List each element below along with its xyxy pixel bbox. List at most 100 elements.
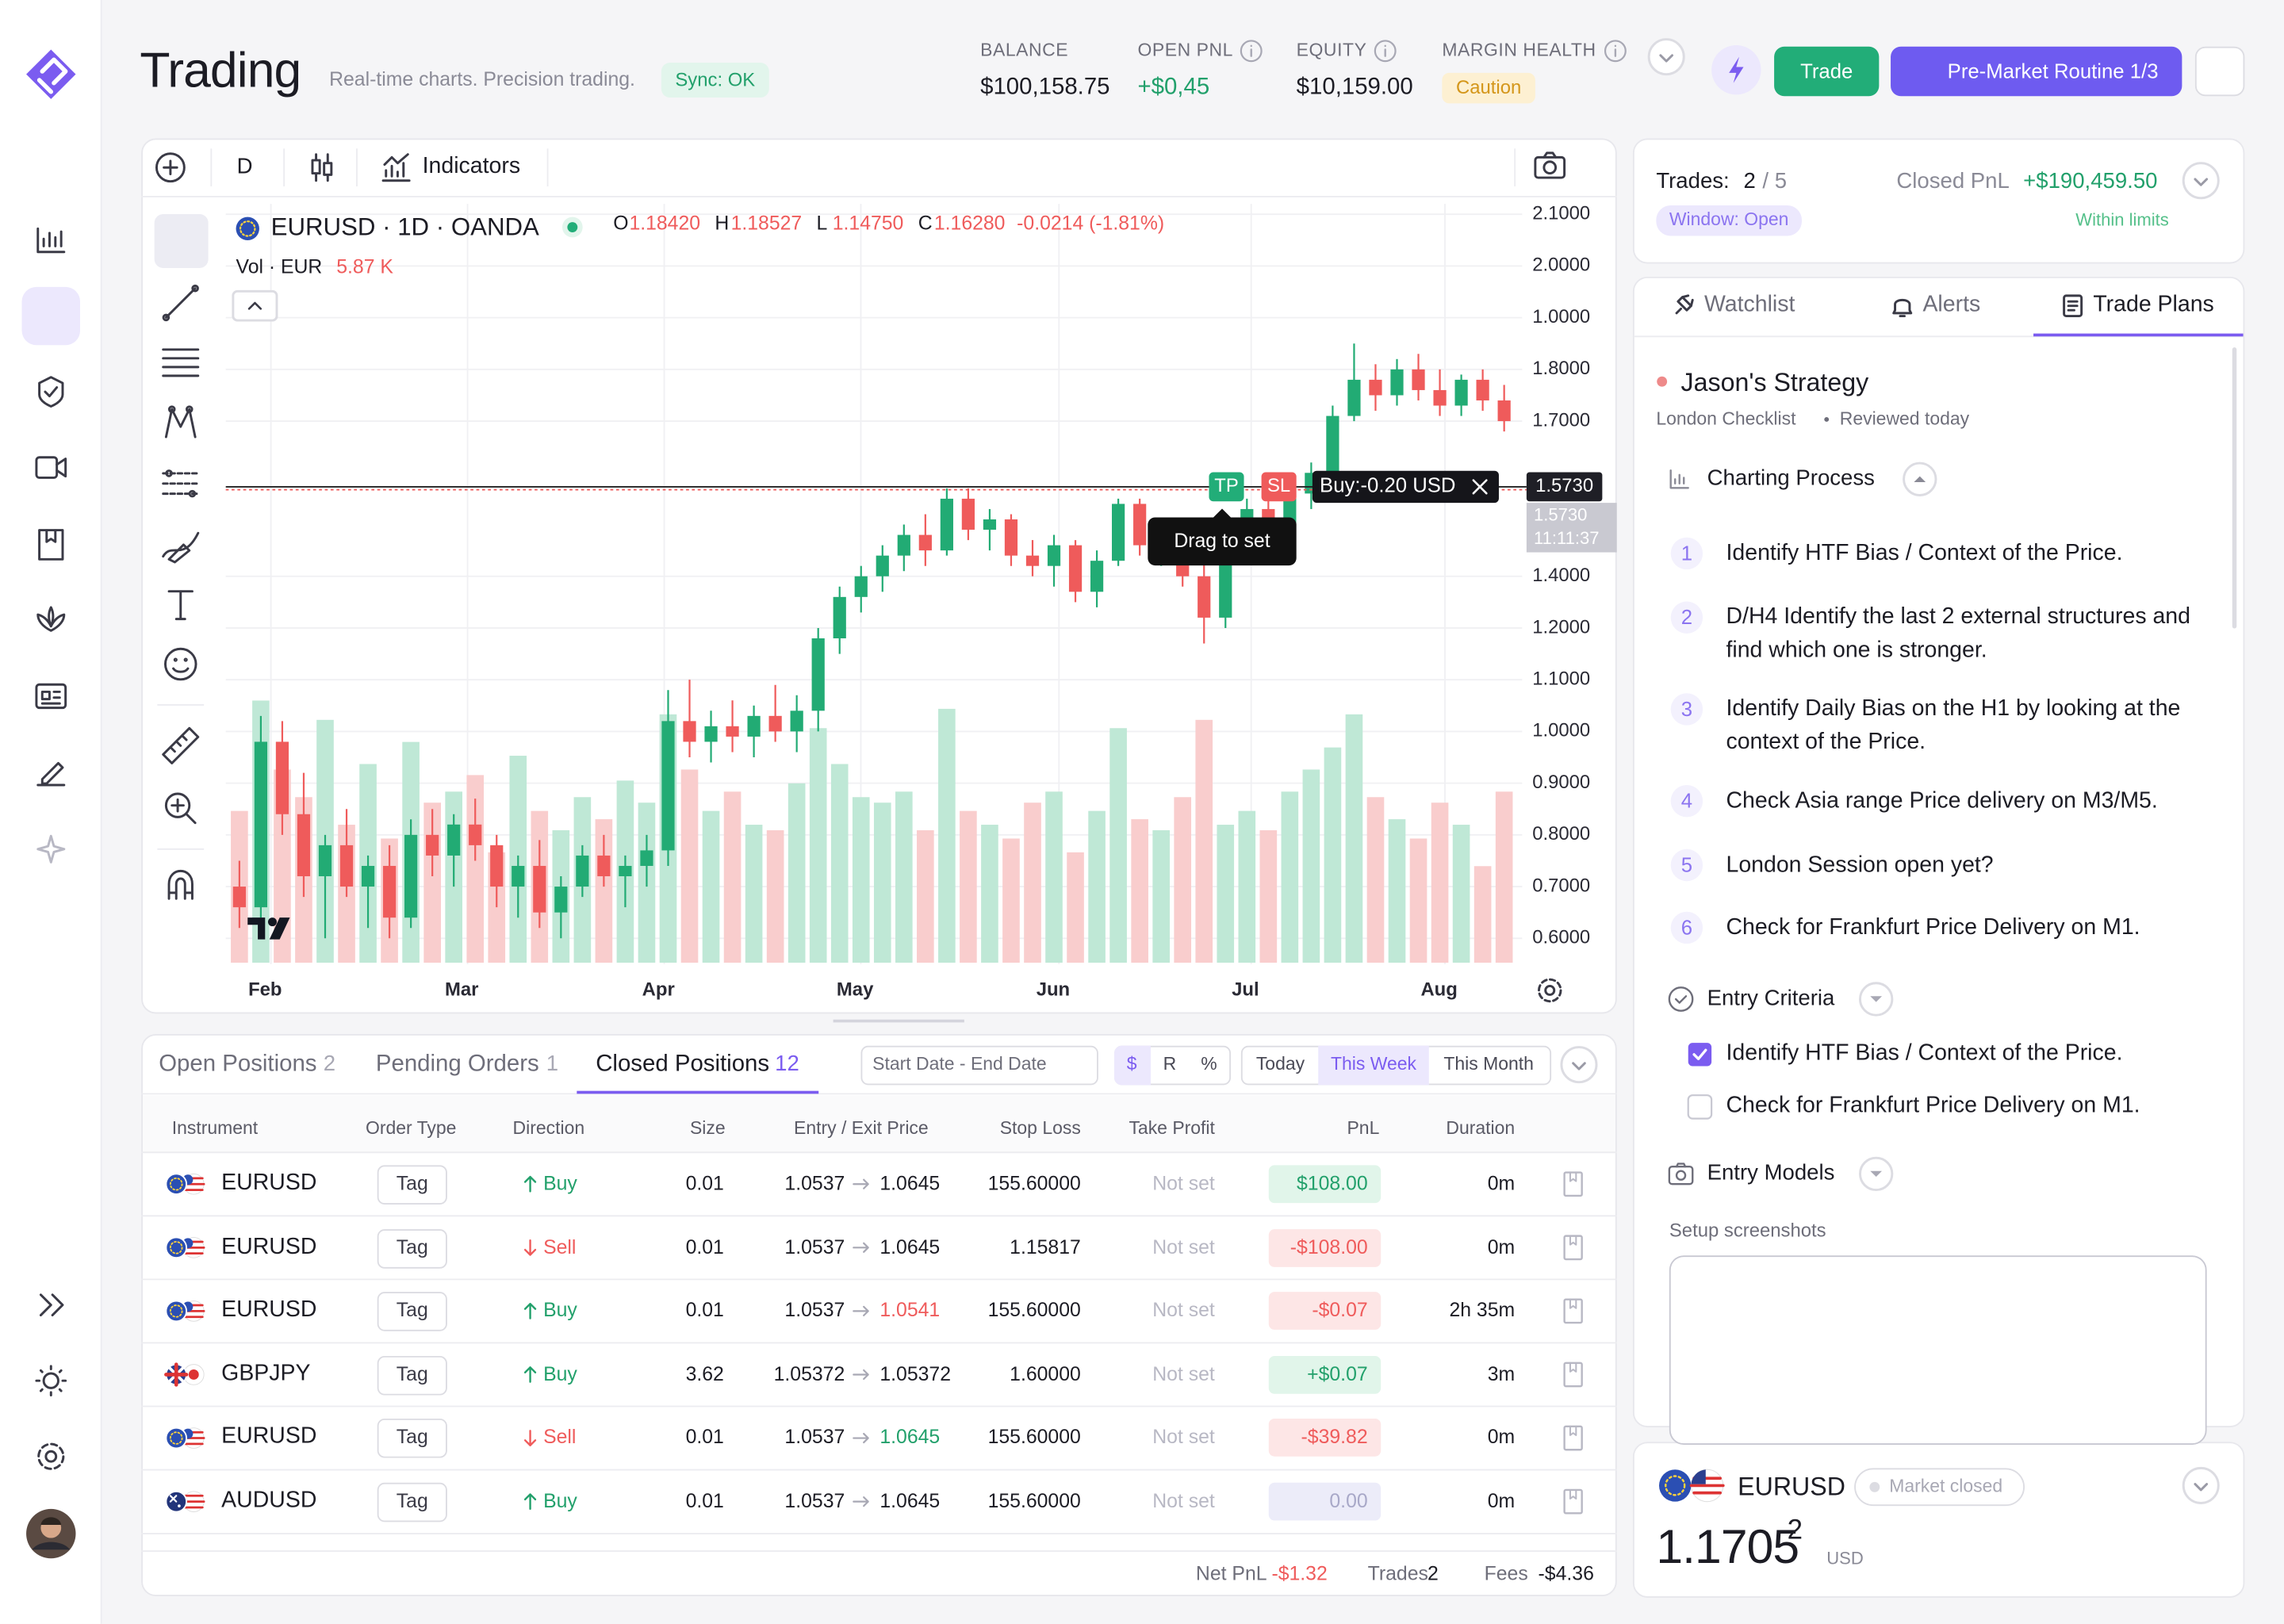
instrument: EURUSD	[221, 1424, 317, 1450]
tag-chip[interactable]	[377, 1228, 447, 1269]
screenshot-frame	[1669, 1255, 2207, 1446]
side-tab[interactable]: Alerts	[1922, 292, 1981, 317]
positions-tab-count[interactable]: 12	[775, 1051, 799, 1077]
take-profit: Not set	[1152, 1299, 1215, 1322]
positions-tab[interactable]: Closed Positions	[596, 1051, 770, 1078]
side-tab[interactable]: Watchlist	[1703, 292, 1795, 317]
entry-price: 1.0537	[784, 1235, 845, 1258]
positions-tab-count[interactable]: 2	[323, 1051, 336, 1077]
unit-option[interactable]: R	[1163, 1053, 1177, 1074]
tab-underline	[577, 1090, 819, 1094]
closed-pnl-label: Closed PnL	[1896, 169, 2010, 194]
stop-loss: 1.60000	[1010, 1362, 1081, 1385]
icon-part	[1374, 40, 1397, 63]
entry-price: 1.0537	[784, 1489, 845, 1512]
trades-count: 2	[1743, 169, 1756, 194]
timeframe[interactable]: D	[236, 154, 253, 179]
range-option[interactable]: This Week	[1330, 1053, 1417, 1074]
trade-button-label[interactable]: Trade	[1800, 59, 1853, 82]
range-active	[1318, 1045, 1429, 1086]
icon-part	[1729, 56, 1744, 83]
criteria-text: Identify HTF Bias / Context of the Price…	[1726, 1040, 2123, 1066]
page-subtitle: Real-time charts. Precision trading.	[329, 68, 635, 90]
icon-part	[1647, 38, 1685, 76]
step-text: Identify Daily Bias on the H1 by looking…	[1726, 695, 2181, 755]
size: 0.01	[685, 1426, 724, 1449]
size: 0.01	[685, 1489, 724, 1512]
step-number: 5	[1680, 852, 1693, 876]
direction: Buy	[543, 1362, 577, 1385]
range-option[interactable]: Today	[1255, 1053, 1305, 1074]
range-option[interactable]: This Month	[1443, 1053, 1534, 1074]
pnl: -$39.82	[1301, 1426, 1368, 1449]
quick-trade[interactable]	[1711, 44, 1761, 95]
tag-label[interactable]: Tag	[396, 1235, 428, 1258]
unit-option[interactable]: $	[1126, 1053, 1137, 1074]
step-number: 2	[1680, 605, 1693, 629]
instrument: AUDUSD	[221, 1488, 317, 1513]
size: 0.01	[685, 1172, 724, 1194]
section-title: Charting Process	[1707, 465, 1875, 491]
size: 3.62	[685, 1362, 724, 1385]
tag-chip[interactable]	[377, 1482, 447, 1522]
duration: 0m	[1487, 1489, 1516, 1512]
tag-label[interactable]: Tag	[396, 1299, 428, 1322]
tag-chip[interactable]	[377, 1292, 447, 1332]
side-tab-underline	[2033, 333, 2244, 337]
tag-label[interactable]: Tag	[396, 1362, 428, 1385]
exit-price: 1.0541	[879, 1299, 941, 1322]
take-profit: Not set	[1152, 1172, 1215, 1194]
quote-symbol: EURUSD	[1738, 1471, 1845, 1501]
collapse-button[interactable]	[2194, 46, 2245, 97]
duration: 2h 35m	[1449, 1299, 1516, 1322]
unit-option[interactable]: %	[1201, 1053, 1217, 1074]
tag-label[interactable]: Tag	[396, 1426, 428, 1449]
take-profit: Not set	[1152, 1235, 1215, 1258]
screenshots-label: Setup screenshots	[1669, 1219, 1826, 1242]
column-header: Instrument	[171, 1117, 259, 1139]
stat-value: $10,159.00	[1296, 75, 1413, 100]
positions-tab-count[interactable]: 1	[546, 1051, 559, 1077]
tag-label[interactable]: Tag	[396, 1172, 428, 1194]
exit-price: 1.0645	[879, 1426, 941, 1449]
tag-chip[interactable]	[377, 1355, 447, 1396]
footer-value: -$4.36	[1538, 1562, 1594, 1585]
stat-label: EQUITY	[1296, 40, 1367, 61]
pnl: +$0.07	[1307, 1362, 1368, 1385]
tag-chip[interactable]	[377, 1419, 447, 1459]
take-profit: Not set	[1152, 1362, 1215, 1385]
routine-button[interactable]	[1891, 46, 2182, 97]
size: 0.01	[685, 1235, 724, 1258]
pnl-badge	[1268, 1355, 1382, 1394]
column-header: Order Type	[366, 1117, 457, 1139]
stop-loss: 155.60000	[987, 1172, 1081, 1194]
indicators-button[interactable]: Indicators	[422, 154, 521, 179]
icon-part	[1711, 44, 1761, 95]
pnl-badge	[1268, 1419, 1382, 1457]
pnl-badge	[1268, 1482, 1382, 1521]
footer-value: 2	[1427, 1562, 1439, 1585]
date-range-label: Start Date - End Date	[872, 1053, 1047, 1074]
session-card	[1632, 138, 2245, 264]
footer-value: -$1.32	[1271, 1562, 1328, 1585]
step-text: D/H4 Identify the last 2 external struct…	[1726, 604, 2190, 663]
trades-label: Trades:	[1656, 169, 1730, 194]
routine-button-label[interactable]: Pre-Market Routine 1/3	[1947, 59, 2159, 82]
tag-label[interactable]: Tag	[396, 1489, 428, 1512]
positions-tab[interactable]: Pending Orders	[375, 1051, 539, 1078]
sync-badge	[661, 62, 769, 98]
stats-dropdown[interactable]	[1647, 38, 1685, 76]
column-header: Duration	[1446, 1117, 1516, 1139]
info-icon	[1604, 40, 1627, 63]
stop-loss: 155.60000	[987, 1489, 1081, 1512]
side-tab[interactable]: Trade Plans	[2093, 292, 2214, 317]
footer-label: Fees	[1484, 1562, 1528, 1585]
stop-loss: 1.15817	[1010, 1235, 1081, 1258]
positions-tab[interactable]: Open Positions	[159, 1051, 317, 1078]
column-header: Take Profit	[1129, 1117, 1215, 1139]
tag-chip[interactable]	[377, 1165, 447, 1205]
trade-button[interactable]	[1774, 46, 1880, 97]
info-icon	[1374, 40, 1397, 63]
date-range[interactable]	[860, 1045, 1098, 1086]
